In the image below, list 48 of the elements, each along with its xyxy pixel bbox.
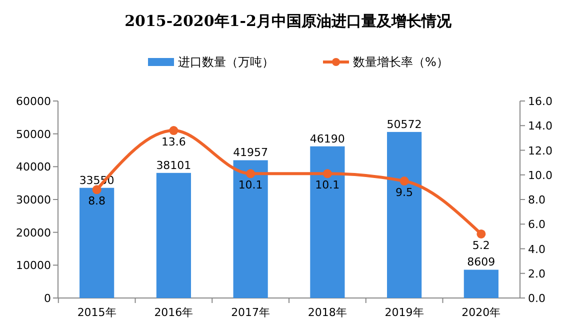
point [169, 126, 178, 136]
y-tick-label: 50000 [16, 128, 51, 141]
point [246, 169, 256, 178]
x-tick-label: 2015年 [77, 306, 116, 319]
bar [233, 160, 268, 298]
bar [310, 146, 345, 298]
text: 2.0 [528, 267, 546, 280]
chart-title: 2015-2020年1-2月中国原油进口量及增长情况 [124, 12, 452, 30]
text: 4.0 [528, 242, 546, 256]
legend-label: 数量增长率（%） [353, 55, 448, 69]
bar [387, 132, 422, 298]
data-label: 10.1 [315, 178, 340, 192]
text: 12.0 [528, 144, 552, 158]
text: 6.0 [528, 218, 546, 232]
data-label: 8.8 [88, 194, 106, 208]
bar [156, 172, 191, 298]
y-tick-label: 10000 [16, 259, 51, 272]
y-tick-label: 0 [44, 292, 51, 305]
data-label: 38101 [156, 158, 192, 172]
x-tick-label: 2017年 [231, 306, 270, 319]
text: 0.0 [528, 292, 546, 305]
x-tick-label: 2016年 [154, 306, 194, 319]
bar [464, 270, 498, 298]
data-label: 10.1 [238, 178, 263, 192]
data-label: 9.5 [396, 186, 414, 200]
point [476, 229, 486, 238]
data-label: 5.2 [472, 238, 490, 252]
text: 8.0 [528, 194, 546, 206]
legend-label: 进口数量（万吨） [178, 55, 274, 69]
text: 10.0 [528, 168, 552, 182]
text: 14.0 [528, 120, 552, 133]
x-tick-label: 2019年 [384, 306, 424, 319]
y-tick-label: 20000 [16, 226, 51, 240]
point [400, 176, 409, 186]
y-tick-label: 40000 [16, 160, 51, 174]
y-tick-label: 30000 [16, 194, 51, 206]
data-label: 8609 [467, 256, 496, 269]
x-tick-label: 2020年 [462, 306, 501, 319]
text: 16.0 [528, 95, 552, 108]
data-label: 13.6 [161, 136, 186, 149]
bar [80, 188, 114, 298]
point [322, 169, 332, 178]
point [92, 185, 102, 194]
x-tick-label: 2018年 [308, 306, 347, 319]
data-label: 46190 [310, 132, 345, 146]
y-tick-label: 60000 [16, 95, 51, 108]
data-label: 41957 [233, 146, 268, 160]
data-label: 50572 [386, 118, 422, 131]
